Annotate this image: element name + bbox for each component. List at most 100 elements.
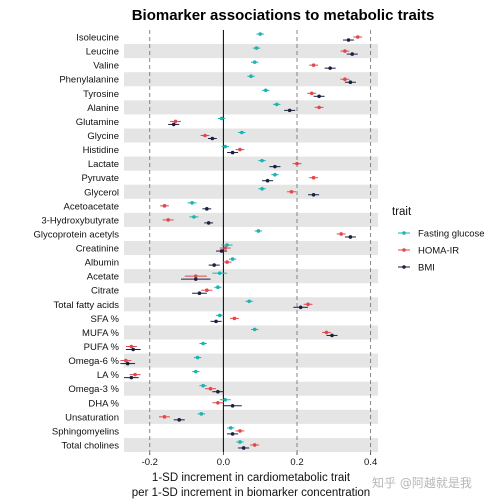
data-point bbox=[263, 88, 268, 93]
data-point bbox=[348, 80, 353, 85]
data-point bbox=[274, 102, 279, 107]
data-point bbox=[328, 66, 332, 70]
data-point bbox=[223, 144, 228, 149]
data-point bbox=[249, 74, 253, 79]
category-label: Glycerol bbox=[84, 187, 119, 198]
data-point bbox=[252, 60, 257, 64]
category-label: Tyrosine bbox=[83, 89, 119, 100]
data-point bbox=[129, 344, 134, 349]
data-point bbox=[133, 372, 137, 377]
category-label: Citrate bbox=[91, 286, 119, 297]
row-stripe bbox=[124, 297, 378, 312]
data-point bbox=[247, 299, 251, 304]
x-axis-title-line1: 1-SD increment in cardiometabolic trait bbox=[152, 472, 351, 484]
data-point bbox=[343, 77, 347, 82]
x-tick-label: 0.2 bbox=[290, 457, 303, 468]
category-label: Pyruvate bbox=[82, 173, 120, 184]
watermark: 知乎 @阿越就是我 bbox=[372, 476, 472, 490]
category-label: LA % bbox=[97, 370, 120, 381]
category-label: Total fatty acids bbox=[54, 300, 120, 311]
x-tick-label: 0.4 bbox=[364, 457, 377, 468]
data-point bbox=[311, 175, 316, 180]
data-point bbox=[205, 288, 209, 293]
legend-key-point bbox=[402, 265, 406, 269]
data-point bbox=[230, 432, 235, 436]
row-stripe bbox=[124, 184, 378, 199]
row-stripe bbox=[124, 353, 378, 368]
legend-key-point bbox=[402, 248, 406, 252]
data-point bbox=[125, 361, 130, 366]
category-label: Sphingomyelins bbox=[52, 426, 119, 437]
data-point bbox=[230, 150, 235, 155]
data-point bbox=[324, 330, 329, 335]
data-point bbox=[203, 133, 207, 138]
category-label: Omega-6 % bbox=[68, 356, 119, 367]
legend-entry-label: BMI bbox=[418, 263, 435, 274]
category-label: Lactate bbox=[88, 159, 119, 170]
row-stripe bbox=[124, 325, 378, 340]
data-point bbox=[343, 49, 347, 53]
x-tick-label: 0.0 bbox=[217, 457, 230, 468]
data-point bbox=[311, 192, 316, 197]
data-point bbox=[162, 415, 167, 419]
row-stripe bbox=[124, 269, 378, 284]
data-point bbox=[287, 108, 292, 113]
data-point bbox=[208, 386, 213, 391]
category-label: Omega-3 % bbox=[68, 384, 119, 395]
data-point bbox=[260, 158, 264, 163]
data-point bbox=[273, 172, 277, 177]
category-label: DHA % bbox=[88, 398, 119, 409]
row-stripe bbox=[124, 100, 378, 115]
category-label: Glycoprotein acetyls bbox=[33, 229, 119, 240]
data-point bbox=[239, 130, 244, 135]
data-point bbox=[192, 215, 196, 219]
category-label: Histidine bbox=[83, 145, 119, 156]
legend-title: trait bbox=[392, 206, 412, 218]
data-point bbox=[193, 369, 198, 374]
data-point bbox=[238, 429, 242, 433]
data-point bbox=[201, 383, 205, 388]
data-point bbox=[219, 249, 224, 253]
data-point bbox=[295, 161, 299, 166]
chart-title: Biomarker associations to metabolic trai… bbox=[132, 7, 435, 24]
data-point bbox=[348, 235, 353, 239]
row-stripe bbox=[124, 72, 378, 87]
data-point bbox=[230, 403, 235, 408]
data-point bbox=[309, 91, 314, 96]
category-label: MUFA % bbox=[82, 328, 120, 339]
category-label: 3-Hydroxybutyrate bbox=[41, 215, 119, 226]
data-point bbox=[195, 355, 200, 360]
data-point bbox=[216, 389, 220, 394]
category-label: Creatinine bbox=[76, 244, 119, 255]
data-point bbox=[199, 412, 204, 416]
data-point bbox=[265, 178, 270, 183]
data-point bbox=[129, 375, 134, 380]
data-point bbox=[339, 232, 343, 236]
data-point bbox=[355, 35, 360, 39]
data-point bbox=[216, 400, 220, 405]
data-point bbox=[214, 319, 218, 324]
data-point bbox=[212, 263, 216, 267]
data-point bbox=[254, 46, 259, 50]
data-point bbox=[166, 218, 170, 222]
data-point bbox=[238, 440, 242, 444]
data-point bbox=[193, 277, 198, 281]
legend-key-point bbox=[402, 231, 406, 235]
data-point bbox=[317, 105, 321, 110]
legend-entry-label: Fasting glucose bbox=[418, 229, 485, 240]
data-point bbox=[230, 257, 235, 261]
data-point bbox=[205, 207, 209, 211]
data-point bbox=[173, 119, 178, 124]
row-stripe bbox=[124, 44, 378, 59]
data-point bbox=[210, 136, 215, 141]
row-stripe bbox=[124, 212, 378, 227]
data-point bbox=[223, 397, 228, 402]
data-point bbox=[225, 260, 229, 264]
row-stripe bbox=[124, 241, 378, 256]
category-label: Phenylalanine bbox=[59, 75, 119, 86]
data-point bbox=[256, 229, 261, 233]
data-point bbox=[131, 347, 136, 352]
data-point bbox=[289, 189, 294, 194]
category-label: Isoleucine bbox=[76, 33, 119, 44]
